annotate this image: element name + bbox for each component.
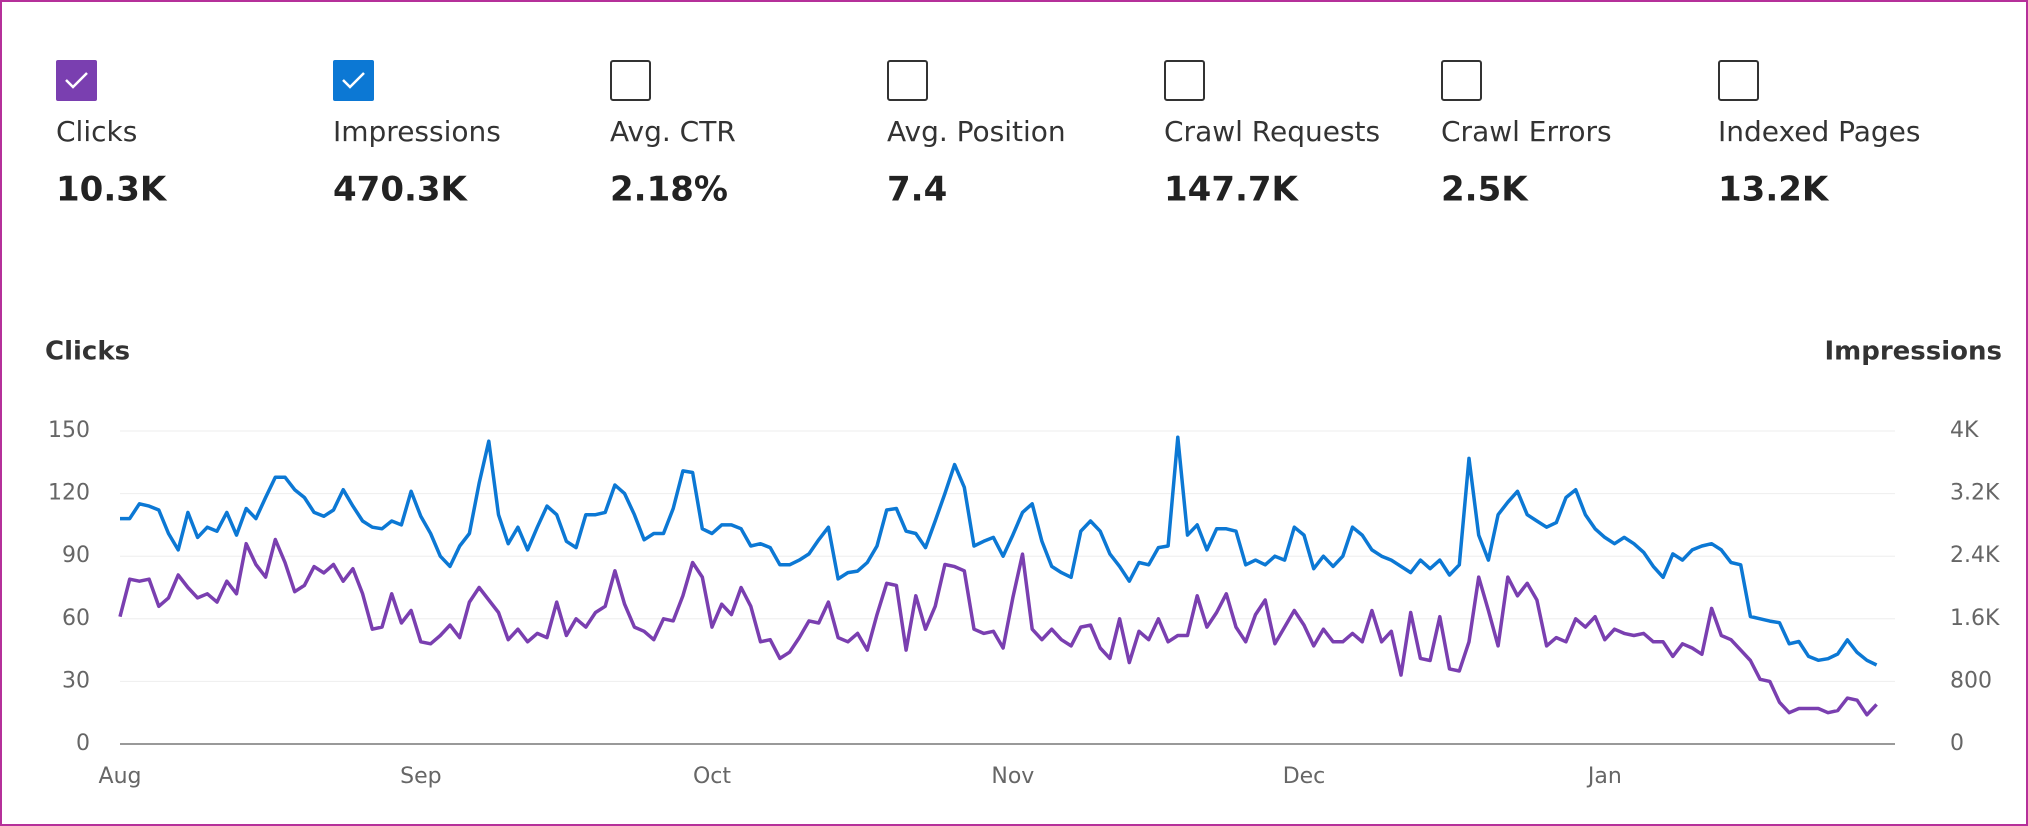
metric-value: 7.4 bbox=[887, 170, 947, 210]
y-tick-label: 30 bbox=[62, 668, 90, 693]
checkbox[interactable] bbox=[887, 60, 928, 101]
metric-label: Impressions bbox=[333, 115, 501, 148]
metric-value: 470.3K bbox=[333, 170, 469, 210]
metric-label: Avg. Position bbox=[887, 115, 1066, 148]
metric-label: Crawl Requests bbox=[1164, 115, 1380, 148]
y-axis-title: Clicks bbox=[45, 337, 130, 367]
y2-tick-label: 4K bbox=[1950, 418, 1979, 443]
y2-tick-label: 0 bbox=[1950, 731, 1964, 756]
checkbox[interactable] bbox=[56, 60, 97, 101]
y-tick-label: 120 bbox=[48, 481, 90, 506]
y-tick-label: 90 bbox=[62, 543, 90, 568]
x-tick-label: Aug bbox=[99, 764, 142, 789]
y2-tick-label: 3.2K bbox=[1950, 481, 2000, 506]
checkbox[interactable] bbox=[1164, 60, 1205, 101]
metric-value: 2.5K bbox=[1441, 170, 1529, 210]
checkbox[interactable] bbox=[610, 60, 651, 101]
y2-tick-label: 800 bbox=[1950, 668, 1992, 693]
metric-value: 2.18% bbox=[610, 170, 728, 210]
checkmark bbox=[342, 72, 365, 89]
metric-value: 13.2K bbox=[1718, 170, 1830, 210]
metric-label: Crawl Errors bbox=[1441, 115, 1612, 148]
checkbox[interactable] bbox=[333, 60, 374, 101]
x-tick-label: Sep bbox=[400, 764, 441, 789]
checkbox[interactable] bbox=[1718, 60, 1759, 101]
metric-label: Avg. CTR bbox=[610, 115, 736, 148]
y-tick-label: 0 bbox=[76, 731, 90, 756]
series-line bbox=[118, 537, 1878, 717]
metric-label: Indexed Pages bbox=[1718, 115, 1921, 148]
metric-label: Clicks bbox=[56, 115, 137, 148]
y2-tick-label: 2.4K bbox=[1950, 543, 2000, 568]
y-tick-label: 150 bbox=[48, 418, 90, 443]
y2-tick-label: 1.6K bbox=[1950, 606, 2000, 631]
x-tick-label: Nov bbox=[991, 764, 1034, 789]
checkbox[interactable] bbox=[1441, 60, 1482, 101]
y-tick-label: 60 bbox=[62, 606, 90, 631]
checkmark bbox=[65, 72, 88, 89]
y2-axis-title: Impressions bbox=[1824, 337, 2002, 367]
x-tick-label: Jan bbox=[1586, 764, 1622, 789]
series-line bbox=[120, 435, 1878, 667]
x-tick-label: Dec bbox=[1283, 764, 1326, 789]
metric-value: 10.3K bbox=[56, 170, 168, 210]
metric-value: 147.7K bbox=[1164, 170, 1300, 210]
x-tick-label: Oct bbox=[693, 764, 731, 789]
